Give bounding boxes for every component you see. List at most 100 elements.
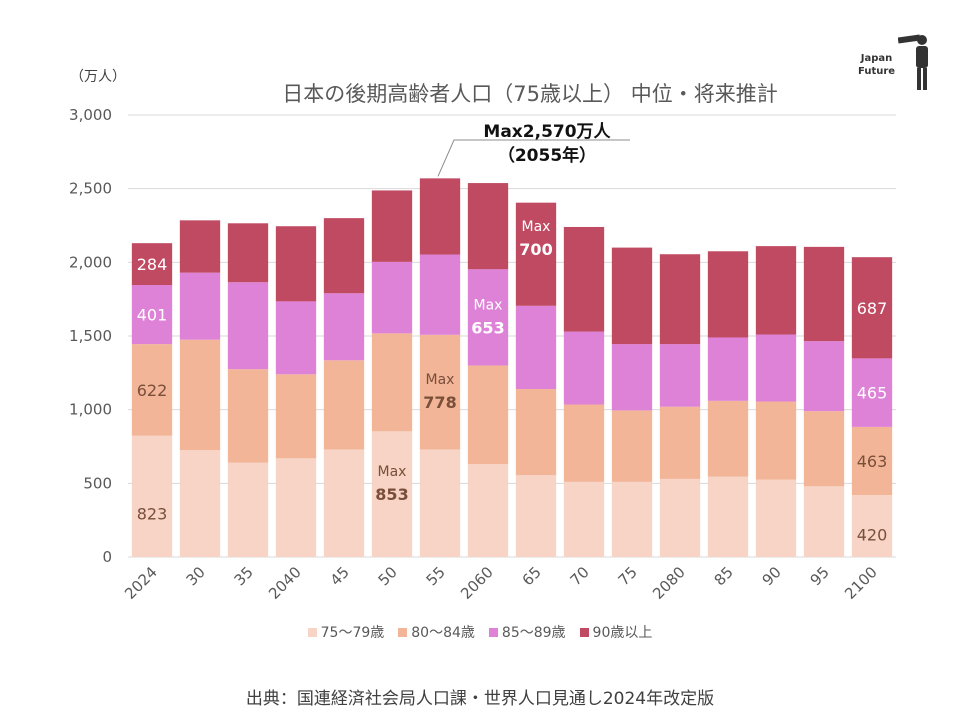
bar-segment <box>659 254 701 345</box>
bar-segment <box>131 344 173 436</box>
y-tick-label: 0 <box>102 548 112 566</box>
data-label: 687 <box>857 299 888 318</box>
bar-segment <box>131 243 173 286</box>
y-tick-label: 1,000 <box>69 401 112 419</box>
bar-segment <box>563 404 605 482</box>
data-label: 401 <box>137 306 168 325</box>
bar-segment <box>227 462 269 557</box>
bar-segment <box>611 344 653 411</box>
legend-swatch <box>398 627 408 637</box>
bar-segment <box>419 334 461 450</box>
bar-segment <box>611 481 653 557</box>
bar-segment <box>803 341 845 412</box>
bar-segment <box>803 411 845 487</box>
max-label-prefix: Max <box>426 372 455 388</box>
bar-segment <box>659 406 701 479</box>
source-note: 出典：国連経済社会局人口課・世界人口見通し2024年改定版 <box>245 689 715 709</box>
bar-segment <box>515 389 557 476</box>
bar-segment <box>179 272 221 340</box>
bar-segment <box>707 400 749 477</box>
bar-segment <box>179 220 221 273</box>
logo-text: Japan Future <box>858 52 895 78</box>
bar-segment <box>611 410 653 482</box>
bar-segment <box>467 365 509 465</box>
bar-segment <box>467 464 509 557</box>
x-tick-label: 95 <box>807 563 833 589</box>
x-tick-label: 2040 <box>265 563 305 603</box>
bar-segment <box>563 331 605 405</box>
bar-segment <box>323 218 365 294</box>
bars <box>131 178 893 557</box>
bar-segment <box>467 269 509 366</box>
bar-segment <box>323 360 365 450</box>
bar-segment <box>323 293 365 361</box>
max-label-prefix: Max <box>522 219 551 235</box>
bar-segment <box>803 486 845 557</box>
bar-segment <box>227 282 269 370</box>
legend-item-75-79: 75～79歳 <box>307 622 384 642</box>
bar-segment <box>371 190 413 262</box>
bar-segment <box>371 431 413 557</box>
x-tick-label: 35 <box>231 563 257 589</box>
chart-title: 日本の後期高齢者人口（75歳以上） 中位・将来推計 <box>282 82 778 106</box>
y-tick-label: 3,000 <box>69 106 112 124</box>
max-label-value: 778 <box>423 393 456 412</box>
x-tick-label: 75 <box>615 563 641 589</box>
x-tick-label: 2060 <box>457 563 497 603</box>
bar-segment <box>851 426 893 496</box>
max-label-value: 700 <box>519 240 552 259</box>
data-label: 420 <box>857 526 888 545</box>
bar-segment <box>419 449 461 557</box>
x-tick-label: 50 <box>375 563 401 589</box>
y-tick-label: 1,500 <box>69 327 112 345</box>
callout-leader-line <box>437 139 630 177</box>
data-labels: 823 622 401 284 420 463 465 687 Max 853 Max 778 Max 6… <box>137 139 888 545</box>
bar-segment <box>707 337 749 401</box>
bar-segment <box>851 495 893 557</box>
bar-segment <box>659 478 701 557</box>
bar-segment <box>851 257 893 359</box>
bar-segment <box>611 247 653 345</box>
bar-segment <box>371 333 413 432</box>
legend-swatch <box>307 627 317 637</box>
bar-segment <box>131 285 173 345</box>
bar-segment <box>755 334 797 402</box>
y-tick-label: 2,500 <box>69 180 112 198</box>
data-label: 622 <box>137 381 168 400</box>
bar-segment <box>227 223 269 283</box>
bar-segment <box>803 246 845 342</box>
bar-segment <box>755 479 797 557</box>
bar-segment <box>467 183 509 270</box>
bar-segment <box>275 458 317 557</box>
legend: 75～79歳 80～84歳 85～89歳 90歳以上 <box>0 622 960 642</box>
y-tick-label: 500 <box>83 474 112 492</box>
telescope-person-icon <box>898 34 928 90</box>
logo-text-line1: Japan <box>860 53 893 64</box>
x-tick-label: 2100 <box>841 563 881 603</box>
bar-segment <box>131 435 173 557</box>
legend-swatch <box>488 627 498 637</box>
bar-segment <box>851 358 893 427</box>
bar-segment <box>275 226 317 302</box>
bar-segment <box>275 301 317 375</box>
x-tick-label: 30 <box>183 563 209 589</box>
bar-segment <box>419 178 461 255</box>
bar-segment <box>755 246 797 335</box>
bar-segment <box>707 476 749 557</box>
x-tick-label: 85 <box>711 563 737 589</box>
bar-segment <box>755 401 797 480</box>
bar-segment <box>659 344 701 407</box>
bar-segment <box>275 374 317 459</box>
y-axis-unit-label: （万人） <box>70 69 126 85</box>
bar-segment <box>515 202 557 306</box>
x-tick-label: 2080 <box>649 563 689 603</box>
legend-item-90-plus: 90歳以上 <box>579 622 652 642</box>
bar-segment <box>707 251 749 338</box>
data-label: 284 <box>137 255 168 274</box>
max-total-label: Max2,570万人 <box>483 122 611 142</box>
max-label-prefix: Max <box>474 297 503 313</box>
bar-segment <box>515 475 557 557</box>
data-label: 465 <box>857 384 888 403</box>
max-total-year: （2055年） <box>497 146 597 166</box>
